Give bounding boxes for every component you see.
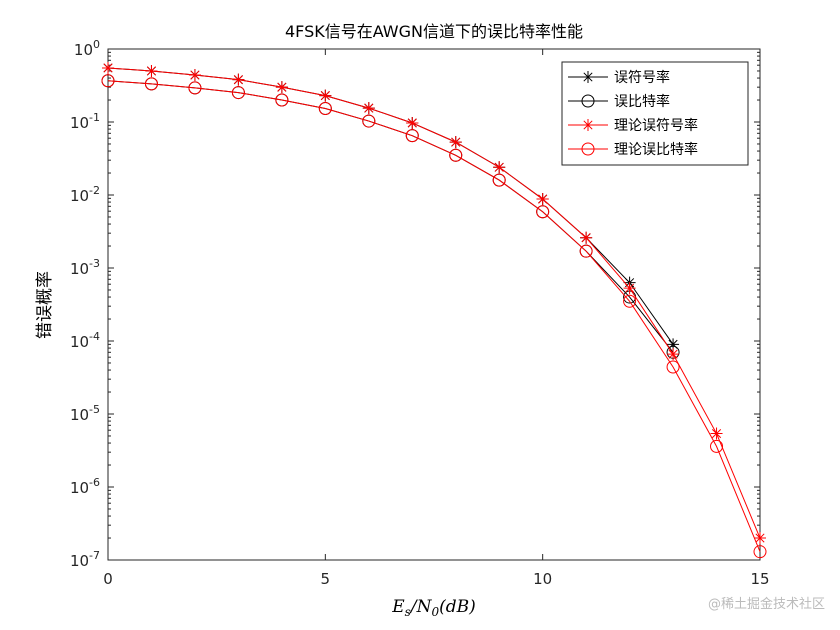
data-point [536, 193, 549, 206]
data-point [710, 427, 723, 440]
y-tick-label: 10-3 [70, 257, 100, 278]
data-point [666, 360, 680, 374]
x-tick-label: 15 [750, 570, 769, 588]
y-tick-label: 100 [74, 38, 100, 59]
data-point [710, 439, 724, 453]
data-point [318, 102, 332, 116]
data-point [623, 294, 637, 308]
data-point [580, 231, 593, 244]
data-point [232, 73, 245, 86]
data-point [405, 129, 419, 143]
legend-marker [581, 142, 595, 156]
x-axis-label: Es/N0(dB) [391, 597, 475, 619]
x-tick-label: 10 [533, 570, 552, 588]
x-tick-label: 5 [321, 570, 331, 588]
legend-label: 理论误符号率 [614, 117, 698, 134]
legend-marker [581, 94, 595, 108]
legend-label: 理论误比特率 [614, 141, 698, 158]
data-point [492, 173, 506, 187]
data-point [623, 282, 636, 295]
series-3 [101, 74, 767, 559]
data-point [754, 532, 766, 545]
data-point [362, 102, 375, 115]
data-point [319, 89, 332, 102]
watermark: @稀土掘金技术社区 [708, 596, 825, 612]
y-tick-label: 10-4 [70, 330, 100, 351]
data-point [362, 114, 376, 128]
data-point [449, 136, 462, 149]
y-tick-label: 10-6 [70, 476, 100, 497]
data-point [667, 338, 680, 351]
series-line [107, 80, 761, 552]
y-axis-label: 错误概率 [35, 271, 55, 339]
x-tick-label: 0 [103, 570, 113, 588]
chart-title: 4FSK信号在AWGN信道下的误比特率性能 [285, 22, 583, 41]
data-point [144, 77, 158, 91]
data-point [667, 348, 680, 361]
legend-label: 误比特率 [614, 93, 670, 110]
data-point [449, 148, 463, 162]
data-point [188, 69, 201, 82]
y-tick-label: 10-2 [70, 184, 100, 205]
data-point [275, 81, 288, 94]
series-2 [102, 61, 766, 545]
legend-marker [582, 71, 594, 83]
data-point [231, 86, 245, 100]
data-point [406, 116, 419, 129]
y-tick-label: 10-7 [70, 549, 100, 570]
data-point [102, 61, 114, 74]
series-line [107, 67, 761, 539]
plot-frame [107, 48, 761, 561]
y-tick-label: 10-1 [70, 111, 100, 132]
data-point [753, 545, 767, 559]
data-point [493, 161, 506, 174]
data-point [188, 81, 202, 95]
data-point [145, 64, 158, 77]
legend-box [561, 61, 749, 166]
data-point [101, 74, 115, 88]
y-tick-label: 10-5 [70, 403, 100, 424]
legend-marker [582, 119, 594, 131]
data-point [579, 244, 593, 258]
data-point [536, 205, 550, 219]
legend-label: 误符号率 [614, 69, 670, 86]
data-point [275, 93, 289, 107]
